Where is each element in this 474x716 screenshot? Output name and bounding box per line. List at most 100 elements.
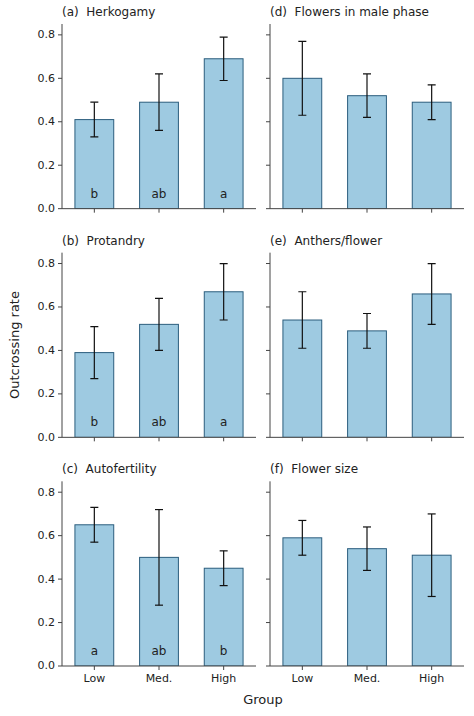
error-bar	[428, 514, 436, 597]
bar	[283, 538, 322, 666]
error-bar	[90, 507, 98, 542]
error-stem	[223, 37, 224, 80]
y-tick-label: 0.2	[38, 616, 56, 629]
panel: (e) Anthers/flower	[266, 234, 464, 442]
y-tick	[58, 350, 62, 351]
error-cap-lower	[155, 350, 163, 351]
y-tick-label: 0.6	[38, 72, 56, 85]
error-cap-lower	[220, 319, 228, 320]
panel: 0.00.20.40.60.8aabbLowMed.High(c) Autofe…	[38, 462, 257, 685]
x-tick-label: Low	[291, 672, 313, 685]
error-bar	[155, 298, 163, 350]
x-tick	[159, 666, 160, 670]
error-stem	[366, 313, 367, 348]
y-tick	[58, 34, 62, 35]
panel-title: (f) Flower size	[270, 462, 358, 476]
x-tick	[431, 437, 432, 441]
error-cap-lower	[298, 115, 306, 116]
y-tick-label: 0.2	[38, 159, 56, 172]
error-cap-upper	[220, 550, 228, 551]
y-tick	[58, 437, 62, 438]
x-tick	[94, 437, 95, 441]
error-cap-upper	[155, 509, 163, 510]
y-tick-label: 0.2	[38, 387, 56, 400]
error-stem	[223, 264, 224, 320]
plot-area	[283, 41, 451, 208]
x-tick-label: Med.	[146, 672, 173, 685]
panel-title: (b) Protandry	[62, 234, 145, 248]
error-cap-lower	[90, 542, 98, 543]
error-cap-upper	[363, 73, 371, 74]
error-cap-lower	[90, 136, 98, 137]
y-tick-label: 0.8	[38, 486, 56, 499]
panel-title: (e) Anthers/flower	[270, 234, 382, 248]
error-cap-upper	[428, 84, 436, 85]
y-tick	[58, 666, 62, 667]
panel: 0.00.20.40.60.8baba(b) Protandry	[38, 234, 257, 444]
x-tick-label: High	[211, 672, 236, 685]
x-tick	[159, 437, 160, 441]
y-tick	[266, 622, 270, 623]
x-tick-label: High	[419, 672, 444, 685]
error-bar	[428, 264, 436, 325]
x-tick	[302, 437, 303, 441]
x-tick-label: Low	[83, 672, 105, 685]
x-tick	[302, 209, 303, 213]
y-tick	[266, 535, 270, 536]
error-stem	[94, 507, 95, 542]
error-stem	[302, 520, 303, 555]
error-cap-lower	[428, 119, 436, 120]
error-cap-upper	[298, 41, 306, 42]
y-axis-line	[62, 481, 63, 666]
y-tick	[266, 78, 270, 79]
plot-area	[75, 37, 243, 209]
y-tick	[266, 437, 270, 438]
y-tick	[266, 306, 270, 307]
y-tick	[58, 393, 62, 394]
y-tick	[266, 666, 270, 667]
error-cap-lower	[363, 117, 371, 118]
error-cap-upper	[90, 326, 98, 327]
y-tick	[266, 263, 270, 264]
y-tick	[58, 165, 62, 166]
y-tick	[58, 535, 62, 536]
panel-title: (a) Herkogamy	[62, 5, 155, 19]
error-stem	[366, 527, 367, 570]
error-bar	[363, 74, 371, 117]
error-cap-lower	[220, 80, 228, 81]
y-tick	[58, 492, 62, 493]
x-axis-label: Group	[243, 692, 283, 707]
x-tick	[223, 437, 224, 441]
y-tick-label: 0.0	[38, 660, 56, 673]
x-tick	[367, 209, 368, 213]
x-tick	[367, 666, 368, 670]
y-tick	[266, 165, 270, 166]
y-tick	[266, 492, 270, 493]
x-tick	[431, 666, 432, 670]
error-cap-lower	[298, 348, 306, 349]
x-tick	[94, 209, 95, 213]
plot-area	[75, 507, 243, 666]
error-stem	[223, 551, 224, 586]
panel: 0.00.20.40.60.8baba(a) Herkogamy	[38, 5, 257, 215]
y-axis-line	[270, 253, 271, 438]
error-stem	[158, 298, 159, 350]
error-cap-upper	[220, 263, 228, 264]
plot-area	[75, 264, 243, 438]
error-stem	[94, 327, 95, 379]
error-cap-lower	[298, 555, 306, 556]
y-tick	[266, 34, 270, 35]
x-tick	[94, 666, 95, 670]
error-bar	[298, 41, 306, 115]
y-tick-label: 0.8	[38, 257, 56, 270]
error-bar	[428, 85, 436, 120]
y-tick	[58, 121, 62, 122]
bar	[75, 525, 114, 666]
letter: b	[220, 644, 228, 658]
plot-area	[283, 264, 451, 438]
letter: ab	[152, 187, 167, 201]
letter: a	[91, 644, 98, 658]
bar	[204, 59, 243, 209]
error-stem	[431, 514, 432, 597]
x-tick	[302, 666, 303, 670]
